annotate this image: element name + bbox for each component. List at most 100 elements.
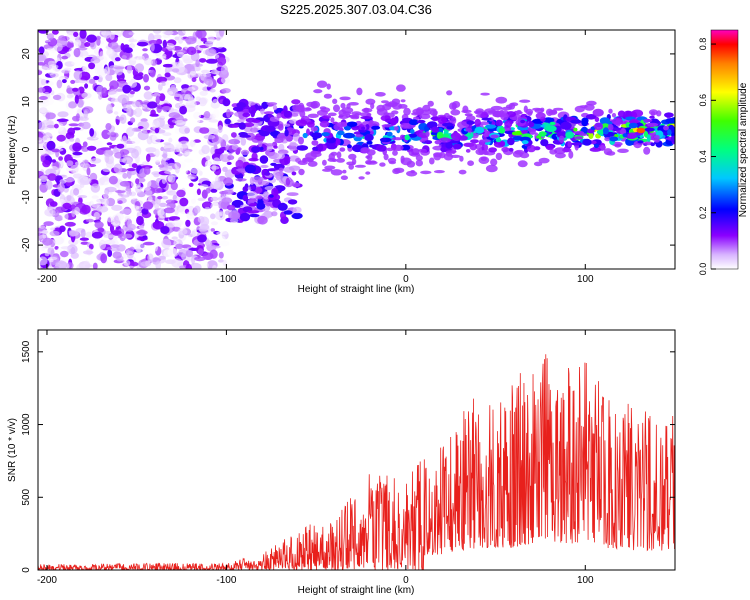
spectrogram-cell [113,66,125,70]
spectrogram-cell [159,255,167,260]
spectrogram-cell [210,196,219,202]
spectrogram-cell [116,143,125,149]
spectrogram-cell [88,78,96,84]
spectrogram-cell [215,210,226,221]
spectrogram-cell [291,212,303,220]
spectrogram-cell [124,47,133,54]
spectrogram-cell [38,87,46,93]
spectrogram-cell [650,142,655,147]
spectrogram-cell [199,127,210,134]
spectrogram-cell [124,227,134,232]
spectrogram-cell [264,125,276,132]
spectrogram-cell [365,171,371,175]
spectrogram-cell [112,251,122,259]
spectrogram-cell [39,225,46,229]
spectrogram-cell [106,246,112,250]
spectrogram-cell [247,210,260,214]
spectrogram-cell [146,179,152,187]
spectrogram-cell [451,102,457,110]
spectrogram-cell [162,63,174,68]
spectrogram-cell [204,75,213,86]
spectrogram-cell [599,117,611,125]
spectrogram-cell [528,121,535,128]
spectrogram-cell [69,164,82,174]
spectrogram-cell [445,141,453,149]
spectrogram-cell [210,146,216,155]
spectrogram-cell [371,125,381,130]
spectrogram-cell [93,211,101,220]
spectrogram-cell [306,101,316,107]
spectrogram-cell [342,169,347,174]
spectrogram-cell [205,187,211,194]
spectrogram-cell [57,183,65,193]
spectrogram-cell [97,227,105,233]
spectrogram-cell [586,100,597,106]
spectrogram-cell [106,48,115,57]
spectrogram-cell [328,153,335,161]
spectrogram-cell [60,250,69,258]
spectrogram-cell [588,132,594,139]
spectrogram-cell [39,147,46,156]
spectrogram-cell [348,102,359,106]
y-tick-label: -20 [21,237,32,252]
spectrogram-cell [244,164,256,174]
spectrogram-cell [76,79,88,84]
spectrogram-cell [406,160,416,168]
spectrogram-cell [198,58,207,63]
spectrogram-cell [295,119,308,127]
spectrogram-cell [101,129,111,140]
spectrogram-cell [348,153,357,160]
spectrogram-cell [431,126,440,133]
spectrogram-cell [203,111,211,119]
spectrogram-cell [277,202,288,211]
spectrogram-cell [500,112,509,121]
spectrogram-cell [379,162,386,167]
spectrogram-cell [565,131,575,139]
spectrogram-cell [207,98,213,102]
colorbar-gradient [710,29,739,270]
spectrogram-cell [240,137,247,146]
spectrogram-cell [101,197,109,208]
spectrogram-cell [348,163,355,170]
spectrogram-cell [179,105,188,115]
spectrogram-cell [72,151,83,156]
spectrogram-cell [396,84,406,92]
spectrogram-cell [614,143,622,148]
spectrogram-cell [167,45,176,52]
spectrogram-cell [474,118,482,127]
spectrogram-cell [141,161,150,166]
spectrogram-cell [231,124,239,128]
spectrogram-cell [142,201,154,210]
spectrogram-cell [571,142,583,146]
spectrogram-cell [437,116,448,124]
spectrogram-cell [485,164,498,173]
spectrogram-cell [219,152,231,163]
spectrogram-cell [431,115,439,122]
spectrogram-cell [259,155,269,164]
spectrogram-cell [224,210,230,215]
spectrogram-cell [38,30,49,34]
spectrogram-cell [166,190,177,196]
spectrogram-cell [360,147,371,154]
spectrogram-cell [163,142,171,146]
spectrogram-cell [276,152,286,160]
spectrogram-cell [107,216,113,223]
spectrogram-cell [393,126,399,131]
spectrogram-cell [90,183,101,193]
spectrogram-cell [251,176,264,183]
spectrogram-cell [270,162,277,166]
spectrogram-cell [211,221,218,226]
spectrogram-cell [353,137,362,142]
spectrogram-cell [296,145,309,151]
spectrogram-cell [390,117,398,125]
spectrogram-cell [199,90,208,96]
spectrogram-cell [45,112,56,120]
spectrogram-cell [351,111,362,116]
spectrogram-cell [356,87,363,96]
spectrogram-cell [307,160,318,167]
spectrogram-cell [291,171,297,176]
spectrogram-cell [49,230,60,237]
spectrogram-cell [216,231,228,236]
spectrogram-cell [599,144,606,151]
spectrogram-cell [504,120,513,128]
